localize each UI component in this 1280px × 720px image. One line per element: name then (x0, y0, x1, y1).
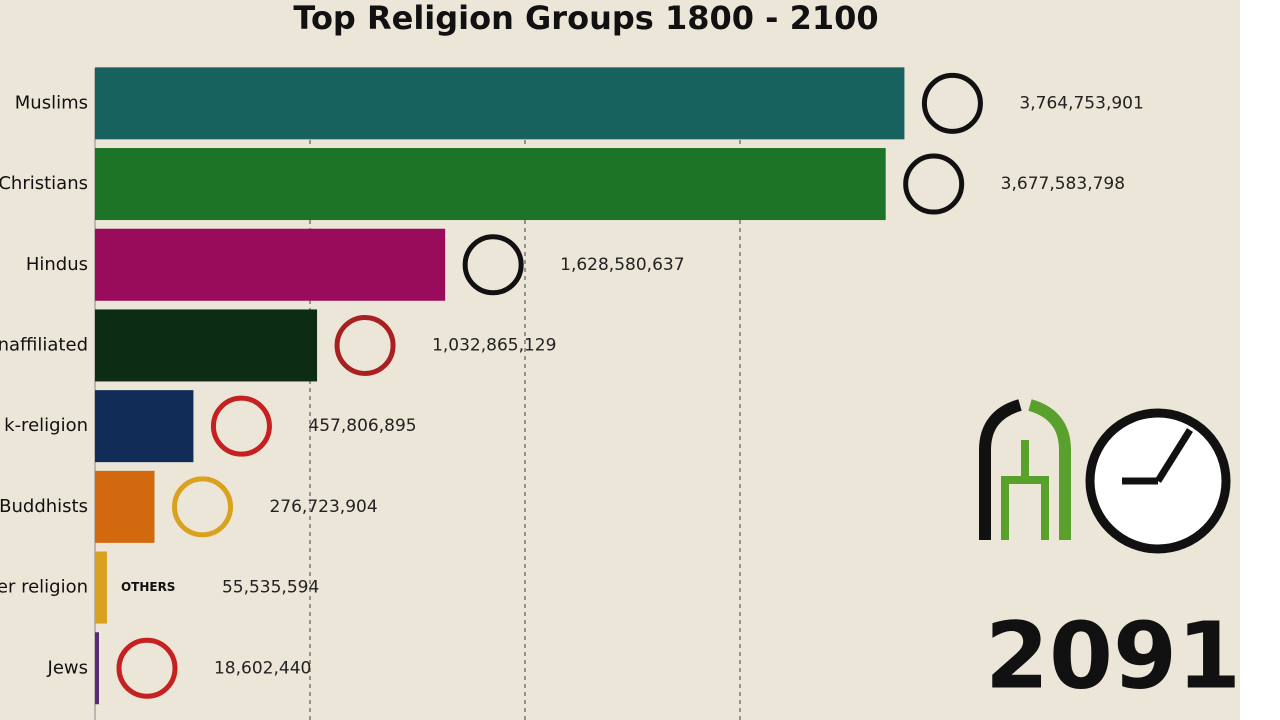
value-label: 1,628,580,637 (560, 255, 684, 275)
icon-label: OTHERS (121, 580, 176, 594)
religion-icon (921, 72, 983, 134)
category-label: Jews (47, 657, 88, 678)
bar (95, 67, 905, 140)
value-label: 3,764,753,901 (1019, 93, 1143, 113)
value-label: 55,535,594 (222, 578, 319, 598)
clock-icon (1085, 408, 1231, 554)
category-label: Christians (0, 173, 88, 194)
religion-icon (462, 234, 524, 296)
value-label: 3,677,583,798 (1001, 174, 1125, 194)
category-label: er religion (0, 577, 88, 598)
religion-icon (210, 395, 272, 457)
logo-icon (979, 399, 1071, 540)
bar (95, 551, 107, 624)
bar (95, 470, 155, 543)
category-label: k-religion (4, 415, 88, 436)
religion-icon (903, 153, 965, 215)
category-label: Buddhists (0, 496, 88, 517)
value-label: 1,032,865,129 (432, 335, 556, 355)
chart-title: Top Religion Groups 1800 - 2100 (293, 0, 878, 37)
bar (95, 228, 446, 301)
bar (95, 148, 886, 221)
category-label: naffiliated (0, 334, 88, 355)
value-label: 18,602,440 (214, 658, 311, 678)
bars: Muslims 3,764,753,901 Christians 3,677,583,… (0, 67, 1144, 705)
value-label: 276,723,904 (269, 497, 377, 517)
bar (95, 309, 318, 382)
bar (95, 390, 194, 463)
bar (95, 632, 99, 705)
category-label: Muslims (15, 92, 88, 113)
religion-icon (334, 314, 396, 376)
value-label: 457,806,895 (308, 416, 416, 436)
religion-icon (171, 476, 233, 538)
category-label: Hindus (26, 254, 88, 275)
year-label: 2091 (985, 602, 1241, 709)
religion-icon (116, 637, 178, 699)
